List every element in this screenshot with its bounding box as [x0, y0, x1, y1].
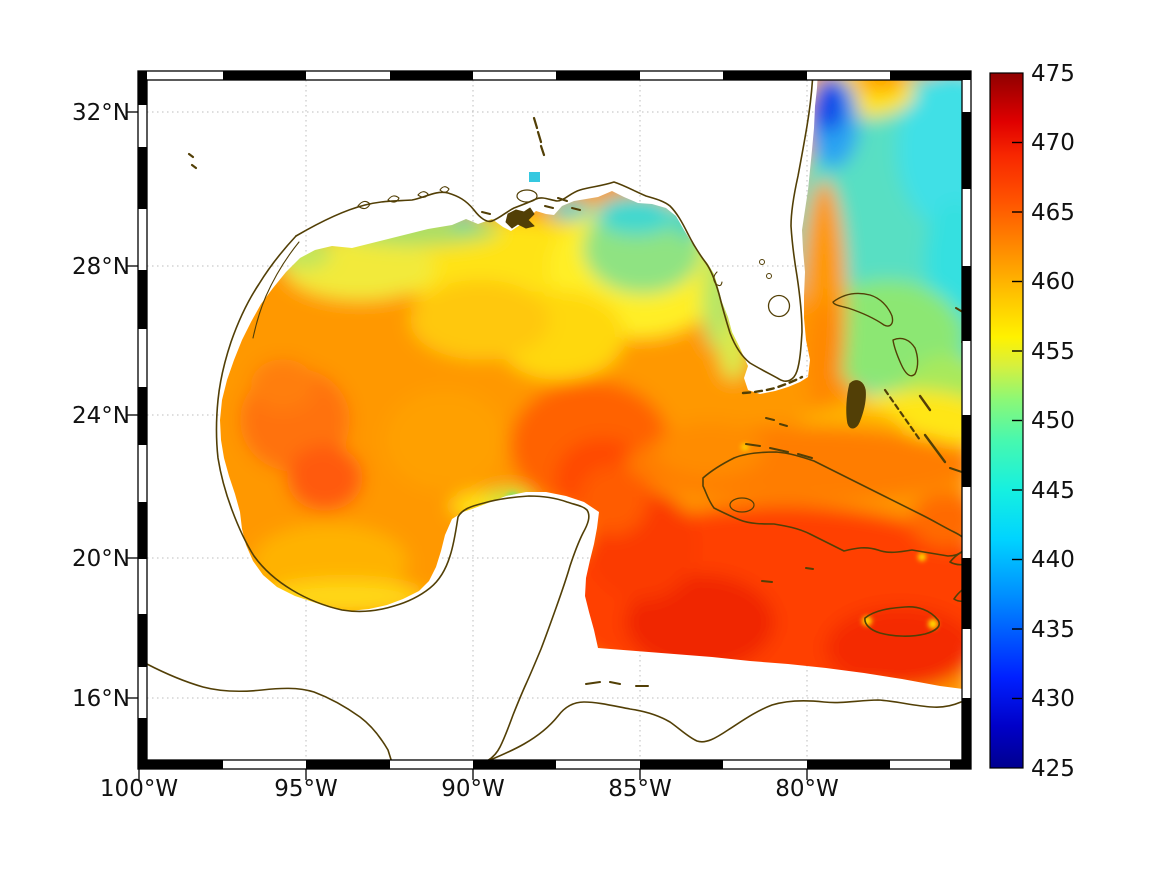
lon-label-100w: 100°W [100, 776, 178, 802]
small-lake [759, 259, 765, 265]
frame-bands-black [138, 71, 971, 769]
colorbar-gradient [989, 72, 1024, 769]
lon-label-90w: 90°W [441, 776, 505, 802]
lake-okeechobee [767, 294, 791, 318]
mississippi-delta [505, 207, 535, 229]
cayman-islands [761, 567, 814, 583]
coastline-mexico-pacific [147, 663, 392, 760]
cb-label-465: 465 [1031, 200, 1075, 226]
map-frame-fancy-border [127, 70, 972, 780]
cb-label-460: 460 [1031, 269, 1075, 295]
coastline-mexico-yucatan-honduras [215, 235, 962, 760]
coastline-hispaniola-west [949, 550, 962, 603]
coastline-bahamas-abaco [832, 292, 894, 327]
bay-islands-honduras [585, 681, 649, 687]
coastline-bahamas-right-edge [949, 307, 962, 473]
coastline-laguna-madre [252, 241, 300, 339]
frame-outlines [137, 70, 972, 770]
river-chainlet [532, 116, 546, 157]
axis-ticks [127, 111, 808, 780]
colorbar: 475 470 465 460 455 450 445 440 435 430 … [989, 61, 1075, 782]
latitude-axis-labels: 32°N 28°N 24°N 20°N 16°N [72, 100, 130, 712]
lon-label-80w: 80°W [775, 776, 839, 802]
lon-label-95w: 95°W [274, 776, 338, 802]
cb-label-450: 450 [1031, 408, 1075, 434]
colorbar-tick-labels: 475 470 465 460 455 450 445 440 435 430 … [1031, 61, 1075, 782]
colorbar-ticks [1012, 141, 1022, 700]
lat-label-16n: 16°N [72, 686, 130, 712]
cb-label-435: 435 [1031, 617, 1075, 643]
islets-topleft [187, 152, 198, 170]
lat-label-32n: 32°N [72, 100, 130, 126]
coastline-bahamas-exuma [883, 388, 922, 442]
cb-label-445: 445 [1031, 478, 1075, 504]
coastline-jamaica [864, 606, 941, 637]
longitude-axis-labels: 100°W 95°W 90°W 85°W 80°W [100, 776, 839, 802]
tampa-bay [713, 271, 723, 287]
coastline-florida-keys [741, 375, 804, 395]
coastline-us-gulf-florida [295, 80, 814, 382]
coastline-bahamas-andros [846, 380, 866, 429]
texas-bays [357, 186, 450, 210]
cb-label-455: 455 [1031, 339, 1075, 365]
lake-pontchartrain [516, 189, 538, 203]
cb-label-425: 425 [1031, 756, 1075, 782]
coastline-bahamas-long-island [918, 394, 947, 464]
lat-label-28n: 28°N [72, 254, 130, 280]
small-lake [766, 273, 772, 279]
cb-label-440: 440 [1031, 547, 1075, 573]
louisiana-marsh-bits [481, 197, 581, 215]
coastline-bahamas-eleuthera [892, 337, 919, 377]
lake-data-pixel [529, 172, 540, 182]
lat-label-20n: 20°N [72, 546, 130, 572]
cb-label-475: 475 [1031, 61, 1075, 87]
coastlines [147, 80, 962, 760]
lon-label-85w: 85°W [608, 776, 672, 802]
coastline-isla-juventud [729, 497, 755, 513]
cays-north-of-cuba [745, 417, 813, 459]
cb-label-470: 470 [1031, 130, 1075, 156]
cb-label-430: 430 [1031, 686, 1075, 712]
lat-label-24n: 24°N [72, 403, 130, 429]
